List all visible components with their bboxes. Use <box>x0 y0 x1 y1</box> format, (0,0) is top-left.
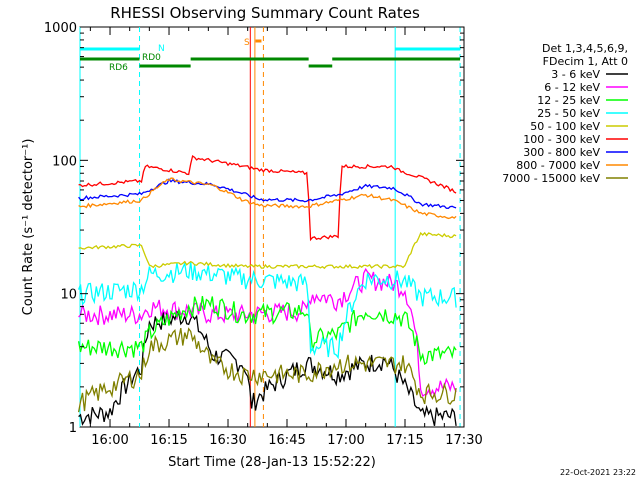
legend-header-0: Det 1,3,4,5,6,9, <box>542 42 628 55</box>
legend-label-4: 50 - 100 keV <box>530 120 600 133</box>
y-tick-label-2: 100 <box>52 154 77 169</box>
y-tick-label-0: 1 <box>69 421 77 436</box>
y-axis: 1 10 100 1000 <box>44 21 464 436</box>
flag-label-n: N <box>158 44 165 54</box>
series-line-4 <box>78 231 457 270</box>
x-tick-label-6: 17:30 <box>445 433 482 448</box>
x-tick-label-1: 16:15 <box>150 433 187 448</box>
x-axis-label: Start Time (28-Jan-13 15:52:22) <box>168 455 376 470</box>
series-layer <box>77 154 457 426</box>
x-tick-label-0: 16:00 <box>91 433 128 448</box>
legend-label-8: 7000 - 15000 keV <box>502 172 600 185</box>
series-line-5 <box>78 154 457 242</box>
x-tick-label-3: 16:45 <box>268 433 305 448</box>
series-line-6 <box>78 178 457 209</box>
chart-title: RHESSI Observing Summary Count Rates <box>110 4 420 22</box>
flag-label-rd6: RD6 <box>109 63 128 73</box>
flag-label-s: S <box>244 38 250 48</box>
legend-label-7: 800 - 7000 keV <box>516 159 600 172</box>
legend-label-2: 12 - 25 keV <box>537 94 600 107</box>
series-line-8 <box>77 327 457 413</box>
legend-label-1: 6 - 12 keV <box>544 81 600 94</box>
series-line-7 <box>78 177 457 220</box>
x-tick-label-5: 17:15 <box>386 433 423 448</box>
legend-label-6: 300 - 800 keV <box>523 146 600 159</box>
y-axis-label: Count Rate (s⁻¹ detector⁻¹) <box>21 139 36 316</box>
legend-label-5: 100 - 300 keV <box>523 133 600 146</box>
footer-date: 22-Oct-2021 23:22 <box>560 468 636 477</box>
series-line-1 <box>78 267 457 398</box>
legend-label-3: 25 - 50 keV <box>537 107 600 120</box>
legend: Det 1,3,4,5,6,9,FDecim 1, Att 03 - 6 keV… <box>502 42 628 185</box>
series-line-2 <box>77 296 457 366</box>
series-line-3 <box>77 261 457 360</box>
x-axis: 16:00 16:15 16:30 16:45 17:00 17:15 17:30 <box>89 27 483 448</box>
vertical-markers <box>79 27 461 427</box>
legend-label-0: 3 - 6 keV <box>551 68 600 81</box>
x-tick-label-4: 17:00 <box>327 433 364 448</box>
y-tick-label-3: 1000 <box>44 21 77 36</box>
legend-header-1: FDecim 1, Att 0 <box>543 55 628 68</box>
flag-label-rd0: RD0 <box>142 53 161 63</box>
x-tick-label-2: 16:30 <box>209 433 246 448</box>
y-tick-label-1: 10 <box>60 288 77 303</box>
